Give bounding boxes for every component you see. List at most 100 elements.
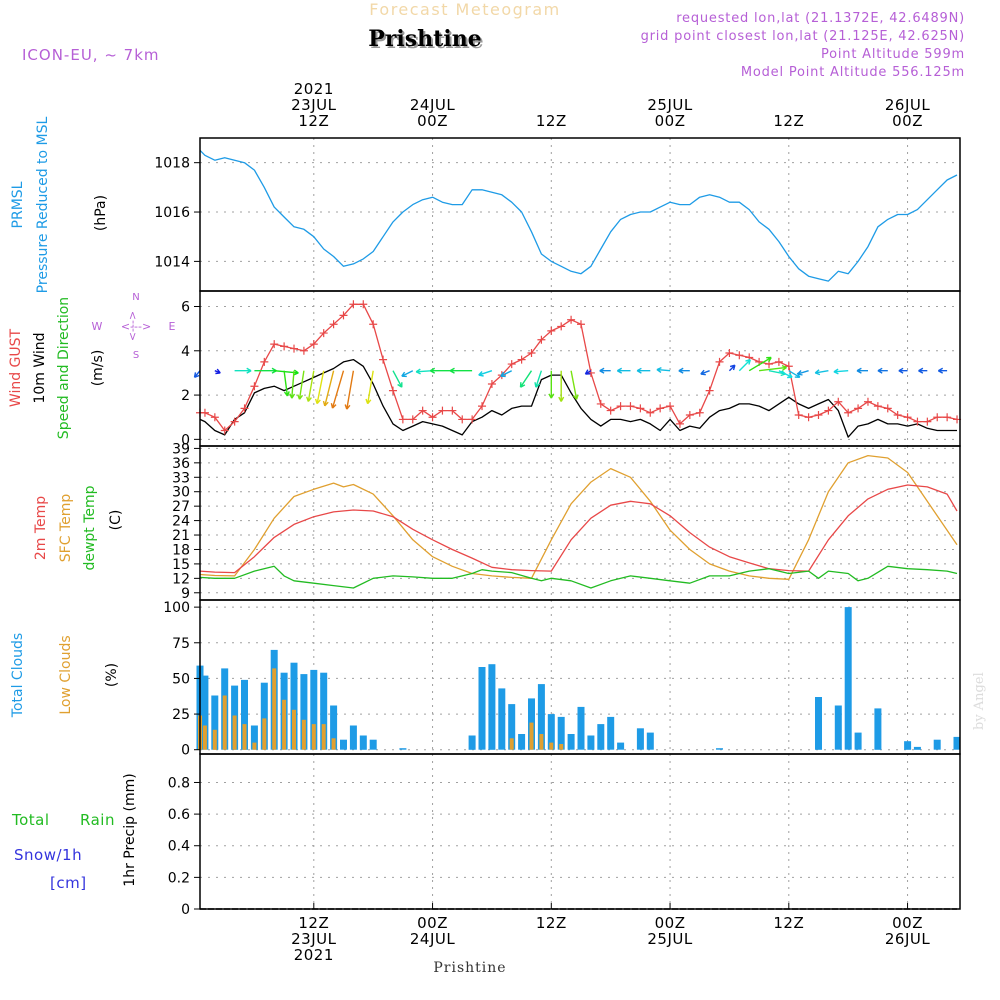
wind-gust-marker [873,402,882,411]
total-cloud-bar [537,684,545,750]
total-cloud-bar [587,735,595,750]
wind-gust-marker [418,406,427,415]
wind-direction-arrow [636,367,651,374]
time-label-top: 24JUL [410,96,455,114]
low-cloud-bar [252,742,257,750]
wind-gust-marker [230,417,239,426]
low-cloud-bar [539,734,544,750]
time-label-top: 12Z [298,112,329,130]
total-cloud-bar [260,682,268,750]
y-tick-label-clouds: 100 [163,600,190,616]
total-cloud-bar [399,748,407,750]
wind-gust-marker [309,340,318,349]
wind-direction-arrow [584,369,592,375]
y-tick-label-precip: 0 [181,902,190,918]
time-label-bottom: 25JUL [647,930,692,948]
header-title-faint: Forecast Meteogram [369,0,560,19]
time-label-top: 12Z [536,112,567,130]
low-cloud-bar [509,738,514,750]
wind-direction-arrow [759,364,788,372]
total-cloud-bar [478,667,486,750]
total-clouds-label: Total Clouds [10,633,26,718]
temp-2m-label: 2m Temp [33,496,49,560]
wind-gust-marker [290,344,299,353]
time-label-bottom: 12Z [536,914,567,932]
wind-direction-arrow [728,364,736,372]
wind-direction-arrow [616,367,631,374]
wind-direction-arrow [797,370,809,376]
temp-sfc-label: SFC Temp [58,494,74,563]
wind-gust-marker [784,362,793,371]
wind-gust-marker [863,397,872,406]
low-cloud-bar [559,744,564,750]
bottom-location-label: Prishtine [433,960,506,976]
wind-gust-marker [844,408,853,417]
wind-direction-arrow [344,370,355,410]
wind-direction-arrow [918,367,928,374]
y-tick-label-temp: 33 [172,470,190,486]
total-cloud-bar [904,741,912,750]
wind-gust-marker [854,404,863,413]
wind-direction-arrow [814,369,829,376]
time-label-bottom: 00Z [892,914,923,932]
wind-10m-label: 10m Wind [32,332,48,403]
y-tick-label-clouds: 50 [172,671,190,687]
wind-direction-arrow [274,369,299,376]
wind-direction-arrow [478,370,493,377]
wind-gust-marker [448,406,457,415]
wind-direction-arrow [548,370,555,399]
wind-gust-marker [547,326,556,335]
wind-gust-marker [616,402,625,411]
header-grid-point: grid point closest lon,lat (21.125E, 42.… [641,29,965,44]
wind-gust-marker [814,411,823,419]
time-label-bottom: 26JUL [885,930,930,948]
precip-total-label: Total [11,811,50,829]
wind-direction-arrow [365,370,374,405]
wind-direction-arrow [748,356,772,372]
time-label-bottom: 00Z [655,914,686,932]
low-cloud-bar [272,668,277,750]
y-tick-label-temp: 27 [172,499,190,515]
wind-direction-label: Speed and Direction [56,297,72,439]
y-tick-label-temp: 30 [172,485,190,501]
wind-gust-marker [913,417,922,426]
wind-gust-marker [487,380,496,388]
time-label-bottom: 12Z [298,914,329,932]
wind-speed-line [199,358,957,438]
y-tick-label-temp: 9 [181,586,190,602]
wind-direction-arrow [738,359,751,372]
pressure-line [199,149,958,282]
wind-gust-marker [398,415,407,424]
pressure-label-prmsl: PRMSL [10,181,26,228]
wind-gust-marker [725,349,734,357]
total-cloud-bar [834,705,842,750]
wind-gust-line [200,303,958,432]
total-cloud-bar [577,706,585,750]
total-cloud-bar [518,734,526,750]
header-requested: requested lon,lat (21.1372E, 42.6489N) [676,11,965,26]
total-cloud-bar [933,739,941,750]
wind-gust-marker [943,413,952,422]
wind-gust-marker [210,413,219,422]
compass-north: N [132,292,139,303]
wind-gust-marker [883,404,892,413]
y-tick-label-temp: 12 [172,571,190,587]
wind-gust-marker [428,413,437,422]
wind-gust-marker [388,386,397,395]
y-tick-label-temp: 39 [172,441,190,457]
y-tick-label-temp: 18 [172,542,190,558]
wind-direction-arrow [534,370,543,388]
wind-gust-marker [834,397,843,406]
y-tick-label-wind: 0 [181,432,190,448]
low-cloud-bar [331,738,336,750]
label-layer: 1014101610180246912151821242730333639025… [8,80,930,964]
wind-gust-marker [458,415,467,424]
wind-gust-marker [705,386,714,395]
wind-gust-marker [359,300,368,309]
temp-dewpt-label: dewpt Temp [82,485,98,570]
low-cloud-bar [262,718,267,750]
wind-direction-arrow [449,367,473,374]
total-cloud-bar [369,739,377,750]
wind-gust-marker [379,355,388,364]
total-cloud-bar [508,704,516,750]
